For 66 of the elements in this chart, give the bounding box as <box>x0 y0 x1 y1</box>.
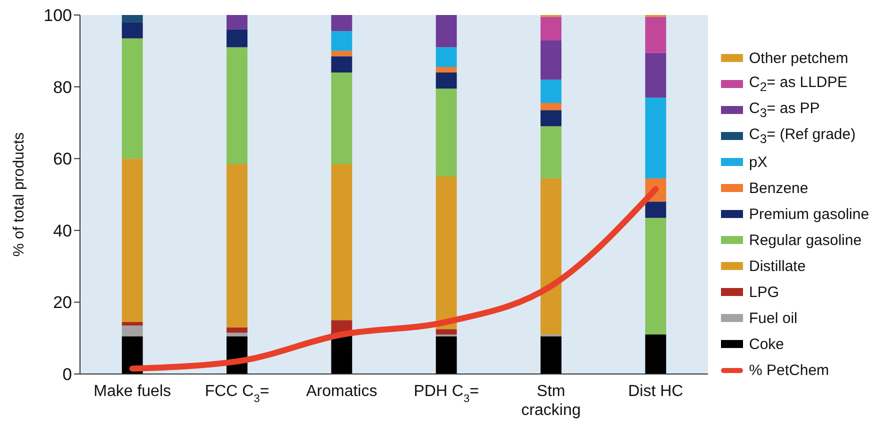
bar <box>645 202 666 218</box>
legend-label: pX <box>749 154 768 170</box>
bar <box>436 336 457 374</box>
bar <box>540 16 562 40</box>
legend-label: Regular gasoline <box>749 232 862 248</box>
legend-label: Benzene <box>749 180 808 196</box>
x-tick-label: Aromatics <box>306 383 378 400</box>
bar <box>122 22 143 38</box>
bar <box>540 126 562 178</box>
y-tick-label: 20 <box>53 293 72 312</box>
bar <box>436 88 457 177</box>
bar <box>540 102 562 110</box>
legend-label: Distillate <box>749 258 806 274</box>
y-tick-label: 80 <box>53 78 72 97</box>
legend-label: Coke <box>749 336 784 352</box>
bar <box>645 98 666 178</box>
bar <box>645 52 666 98</box>
y-tick-label: 40 <box>53 221 72 240</box>
bar <box>436 72 457 89</box>
x-tick-label: PDH C$_{3}$= <box>414 383 479 405</box>
x-tick-label: FCC C$_{3}$= <box>204 383 270 405</box>
legend-label: Premium gasoline <box>749 206 870 222</box>
bar <box>226 15 248 30</box>
x-tick-label: Dist HC <box>628 383 684 400</box>
bar <box>645 16 666 53</box>
bar <box>540 178 562 335</box>
legend-label: Other petchem <box>749 50 848 66</box>
bar <box>226 47 248 164</box>
bar <box>331 50 352 56</box>
bar <box>122 15 143 22</box>
bar <box>331 164 352 320</box>
x-tick-label: Stm cracking <box>521 383 581 419</box>
bar <box>122 38 143 159</box>
bar <box>226 332 248 336</box>
bar <box>540 40 562 80</box>
bar <box>645 334 666 374</box>
bar <box>436 329 457 335</box>
bar <box>540 336 562 374</box>
legend-label: % PetChem <box>749 362 830 378</box>
legend-label: C$_{3}$= as PP <box>749 100 820 120</box>
bar <box>226 164 248 328</box>
bar <box>122 326 143 336</box>
bar <box>436 15 457 48</box>
y-tick-label: 0 <box>62 365 72 384</box>
y-tick-label: 100 <box>44 6 72 26</box>
bar <box>226 29 248 48</box>
bar <box>331 56 352 72</box>
legend-label: C$_{2}$= as LLDPE <box>749 74 848 94</box>
legend-label: LPG <box>749 284 780 300</box>
bar <box>436 176 457 330</box>
y-axis-title: % of total products <box>10 132 28 257</box>
bar <box>122 322 143 326</box>
legend-label: Fuel oil <box>749 310 798 326</box>
bar <box>331 72 352 164</box>
bar <box>331 31 352 51</box>
legend-label: C$_{3}$= (Ref grade) <box>749 126 856 146</box>
y-tick-label: 60 <box>53 150 72 169</box>
bar <box>645 218 666 335</box>
x-tick-label: Make fuels <box>94 383 172 400</box>
bar <box>226 327 248 333</box>
bar <box>331 15 352 32</box>
bar <box>436 67 457 72</box>
bar <box>122 158 143 322</box>
bar <box>540 110 562 126</box>
bar <box>436 47 457 68</box>
bar <box>540 80 562 103</box>
